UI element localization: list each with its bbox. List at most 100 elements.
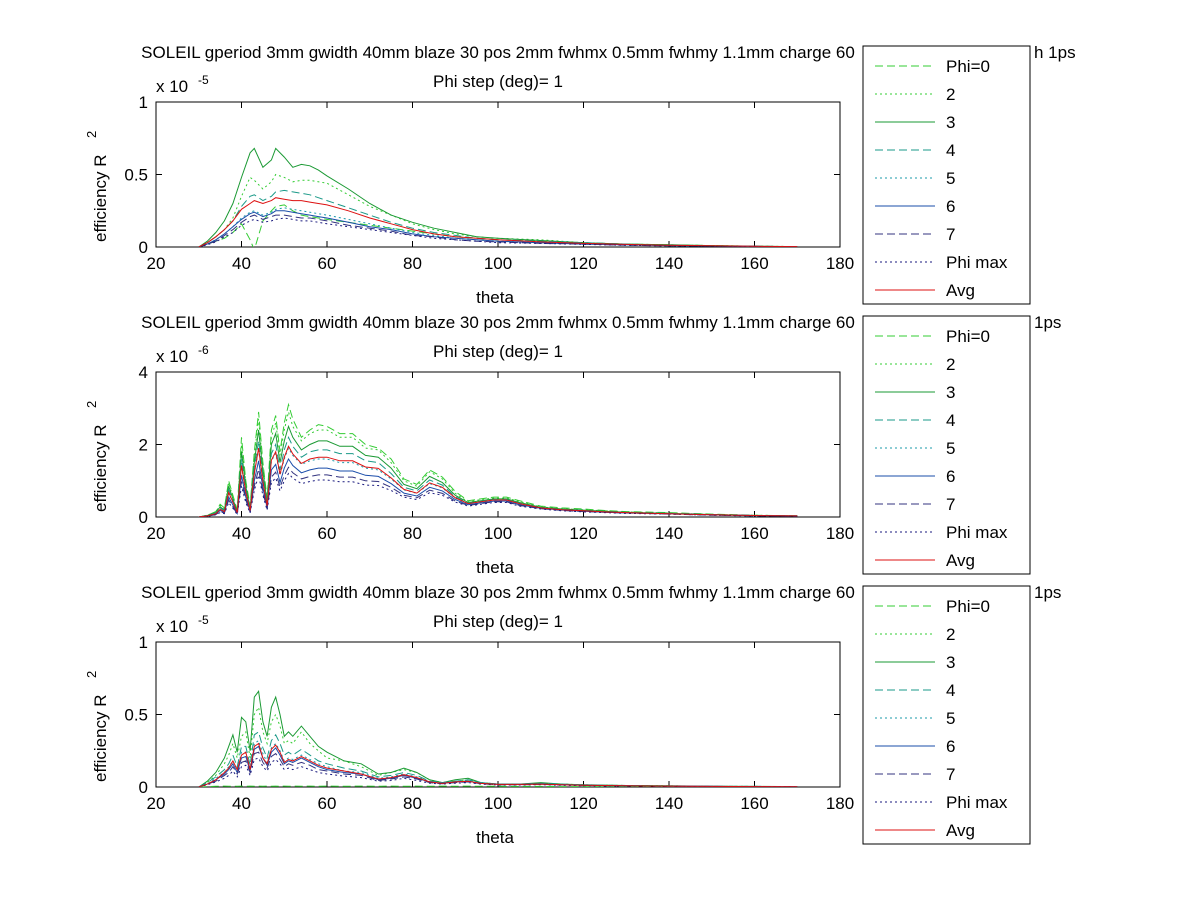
series-group bbox=[198, 147, 798, 247]
x-tick-label: 120 bbox=[569, 524, 597, 543]
chart-panel-3: SOLEIL gperiod 3mm gwidth 40mm blaze 30 … bbox=[84, 583, 1061, 847]
x-tick-label: 20 bbox=[147, 524, 166, 543]
x-tick-label: 180 bbox=[826, 794, 854, 813]
chart-subtitle: Phi step (deg)= 1 bbox=[433, 72, 563, 91]
chart-subtitle: Phi step (deg)= 1 bbox=[433, 612, 563, 631]
y-scale-factor: x 10 bbox=[156, 617, 188, 636]
legend-label: 7 bbox=[946, 225, 955, 244]
x-tick-label: 140 bbox=[655, 794, 683, 813]
x-tick-label: 60 bbox=[318, 794, 337, 813]
y-axis-label-superscript: 2 bbox=[84, 131, 99, 138]
y-axis-label: efficiency R bbox=[91, 154, 110, 242]
legend-label: Phi=0 bbox=[946, 327, 990, 346]
chart-title: SOLEIL gperiod 3mm gwidth 40mm blaze 30 … bbox=[141, 43, 855, 62]
legend: Phi=0 2 3 4 5 6 7 Phi max Avg bbox=[862, 315, 1031, 575]
legend-label: Phi max bbox=[946, 523, 1008, 542]
chart-title-tail: 1ps bbox=[1034, 313, 1061, 332]
legend-label: 2 bbox=[946, 85, 955, 104]
legend-label: Avg bbox=[946, 281, 975, 300]
legend-label: 6 bbox=[946, 737, 955, 756]
legend-label: 3 bbox=[946, 653, 955, 672]
x-tick-label: 180 bbox=[826, 254, 854, 273]
x-axis-label: theta bbox=[476, 828, 514, 847]
y-axis-label: efficiency R bbox=[91, 694, 110, 782]
x-tick-label: 140 bbox=[655, 524, 683, 543]
series-line-phi-0 bbox=[198, 402, 798, 517]
series-line-2 bbox=[198, 173, 798, 247]
legend-box bbox=[862, 315, 1031, 575]
legend-label: Phi max bbox=[946, 253, 1008, 272]
series-line-avg bbox=[198, 445, 798, 517]
legend: Phi=0 2 3 4 5 6 7 Phi max Avg bbox=[862, 45, 1031, 305]
series-line-2 bbox=[198, 705, 798, 787]
legend-label: 4 bbox=[946, 141, 955, 160]
series-line-phi-max bbox=[198, 472, 798, 517]
y-tick-label: 0.5 bbox=[124, 166, 148, 185]
legend-label: 3 bbox=[946, 383, 955, 402]
series-line-2 bbox=[198, 409, 798, 517]
legend-label: 4 bbox=[946, 411, 955, 430]
series-line-3 bbox=[198, 690, 798, 787]
chart-panel-1: SOLEIL gperiod 3mm gwidth 40mm blaze 30 … bbox=[84, 43, 1076, 307]
chart-title: SOLEIL gperiod 3mm gwidth 40mm blaze 30 … bbox=[141, 583, 855, 602]
x-axis-label: theta bbox=[476, 288, 514, 307]
legend-box bbox=[862, 585, 1031, 845]
series-group bbox=[198, 402, 798, 517]
x-tick-label: 120 bbox=[569, 794, 597, 813]
x-tick-label: 20 bbox=[147, 254, 166, 273]
y-tick-label: 0 bbox=[139, 238, 148, 257]
y-tick-label: 0 bbox=[139, 508, 148, 527]
x-tick-label: 40 bbox=[232, 254, 251, 273]
chart-title: SOLEIL gperiod 3mm gwidth 40mm blaze 30 … bbox=[141, 313, 855, 332]
legend: Phi=0 2 3 4 5 6 7 Phi max Avg bbox=[862, 585, 1031, 845]
y-tick-label: 0 bbox=[139, 778, 148, 797]
legend-label: Avg bbox=[946, 551, 975, 570]
legend-label: Avg bbox=[946, 821, 975, 840]
series-line-7 bbox=[198, 466, 798, 517]
legend-label: 2 bbox=[946, 355, 955, 374]
legend-label: 5 bbox=[946, 169, 955, 188]
y-scale-factor: x 10 bbox=[156, 77, 188, 96]
x-tick-label: 140 bbox=[655, 254, 683, 273]
y-scale-exponent: -5 bbox=[198, 613, 209, 627]
chart-subtitle: Phi step (deg)= 1 bbox=[433, 342, 563, 361]
legend-label: Phi max bbox=[946, 793, 1008, 812]
y-scale-exponent: -6 bbox=[198, 343, 209, 357]
legend-label: Phi=0 bbox=[946, 597, 990, 616]
legend-label: 7 bbox=[946, 495, 955, 514]
y-scale-factor: x 10 bbox=[156, 347, 188, 366]
x-tick-label: 80 bbox=[403, 254, 422, 273]
x-axis-label: theta bbox=[476, 558, 514, 577]
x-tick-label: 40 bbox=[232, 524, 251, 543]
chart-title-tail: 1ps bbox=[1034, 583, 1061, 602]
y-tick-label: 0.5 bbox=[124, 706, 148, 725]
x-tick-label: 40 bbox=[232, 794, 251, 813]
y-axis-label-superscript: 2 bbox=[84, 401, 99, 408]
legend-box bbox=[862, 45, 1031, 305]
x-tick-label: 80 bbox=[403, 794, 422, 813]
chart-panel-2: SOLEIL gperiod 3mm gwidth 40mm blaze 30 … bbox=[84, 313, 1061, 577]
series-line-avg bbox=[198, 742, 798, 787]
y-axis-label-group: efficiency R 2 bbox=[84, 671, 110, 782]
legend-label: 3 bbox=[946, 113, 955, 132]
series-line-5 bbox=[198, 739, 798, 787]
legend-label: 6 bbox=[946, 467, 955, 486]
x-tick-label: 80 bbox=[403, 524, 422, 543]
x-tick-label: 180 bbox=[826, 524, 854, 543]
y-axis-label-superscript: 2 bbox=[84, 671, 99, 678]
series-line-phi-max bbox=[198, 217, 798, 247]
x-tick-label: 100 bbox=[484, 524, 512, 543]
x-tick-label: 160 bbox=[740, 794, 768, 813]
legend-label: 7 bbox=[946, 765, 955, 784]
y-axis-label-group: efficiency R 2 bbox=[84, 131, 110, 242]
x-tick-label: 60 bbox=[318, 524, 337, 543]
x-tick-label: 100 bbox=[484, 254, 512, 273]
legend-label: Phi=0 bbox=[946, 57, 990, 76]
y-tick-label: 1 bbox=[139, 633, 148, 652]
x-tick-label: 100 bbox=[484, 794, 512, 813]
y-axis-label-group: efficiency R 2 bbox=[84, 401, 110, 512]
series-line-4 bbox=[198, 189, 798, 247]
legend-label: 4 bbox=[946, 681, 955, 700]
series-line-7 bbox=[198, 214, 798, 247]
x-tick-label: 20 bbox=[147, 794, 166, 813]
